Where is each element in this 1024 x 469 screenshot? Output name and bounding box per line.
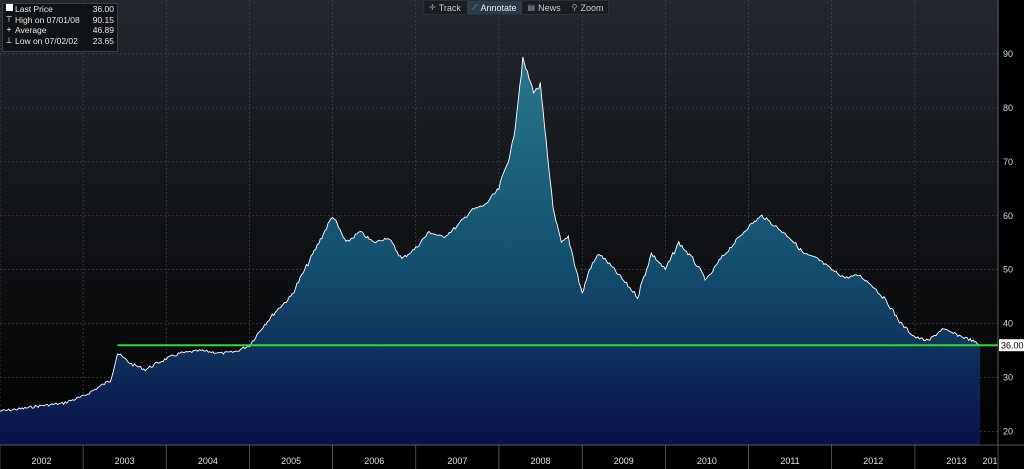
news-button[interactable]: ▤ News [523, 1, 566, 14]
x-tick-label: 2013 [946, 456, 966, 466]
legend-row-high: ⊤ High on 07/01/08 90.15 [3, 15, 117, 26]
legend-label: Average [15, 25, 47, 35]
crosshair-icon: ✛ [429, 3, 436, 12]
y-tick-label: 50 [1003, 265, 1013, 275]
x-tick-label: 2005 [281, 456, 301, 466]
annotate-label: Annotate [480, 2, 517, 13]
y-tick-label: 20 [1003, 427, 1013, 437]
legend-value: 46.89 [92, 25, 114, 35]
x-tick-label: 2006 [364, 456, 384, 466]
price-line [0, 56, 981, 412]
legend-row-low: ⊥ Low on 07/02/02 23.65 [3, 36, 117, 47]
y-tick-label: 60 [1003, 211, 1013, 221]
legend-value: 90.15 [92, 14, 114, 25]
x-tick-label: 201 [982, 456, 997, 466]
y-axis-ticks: 20 30 40 50 60 70 80 90 [997, 0, 1013, 445]
annotate-button[interactable]: ⟋ Annotate [466, 1, 522, 14]
x-tick-label: 2008 [531, 456, 551, 466]
track-button[interactable]: ✛ Track [424, 1, 466, 14]
news-label: News [538, 2, 561, 13]
legend-row-last-price: Last Price 36.00 [3, 4, 117, 15]
x-tick-label: 2002 [32, 456, 52, 466]
last-price-tag-label: 36.00 [1001, 341, 1024, 351]
legend-value: 23.65 [92, 35, 114, 46]
magnifier-icon: ⚲ [571, 3, 578, 12]
legend-label: High on 07/01/08 [15, 14, 80, 25]
chart-toolbar: ✛ Track ⟋ Annotate ▤ News ⚲ Zoom [423, 0, 610, 15]
x-tick-label: 2011 [780, 456, 799, 466]
legend-label: Last Price [15, 4, 53, 14]
chart-legend[interactable]: Last Price 36.00 ⊤ High on 07/01/08 90.15… [2, 3, 118, 52]
average-marker-icon: + [6, 25, 12, 34]
zoom-label: Zoom [580, 2, 604, 13]
y-tick-label: 30 [1003, 373, 1013, 383]
price-area [0, 56, 981, 446]
last-price-tag: 36.00 [999, 339, 1024, 352]
low-marker-icon: ⊥ [5, 35, 13, 45]
track-label: Track [438, 2, 461, 13]
y-tick-label: 80 [1003, 103, 1013, 113]
legend-row-average: + Average 46.89 [3, 25, 117, 36]
x-tick-label: 2009 [614, 456, 634, 466]
x-tick-label: 2004 [198, 456, 218, 466]
x-tick-label: 2012 [863, 456, 883, 466]
high-marker-icon: ⊤ [5, 14, 13, 24]
y-tick-label: 70 [1003, 157, 1013, 167]
square-marker-icon [5, 4, 13, 15]
x-tick-label: 2007 [447, 456, 467, 466]
news-icon: ▤ [527, 3, 536, 12]
y-tick-label: 40 [1003, 319, 1013, 329]
legend-value: 36.00 [92, 4, 114, 14]
x-tick-label: 2010 [697, 456, 717, 466]
pencil-icon: ⟋ [471, 2, 478, 12]
x-tick-label: 2003 [115, 456, 135, 466]
y-tick-label: 90 [1003, 49, 1013, 59]
x-axis-ticks: 2002 2003 2004 2005 2006 2007 2008 2009 2010 2011… [0, 444, 1024, 469]
zoom-button[interactable]: ⚲ Zoom [567, 1, 609, 14]
last-price-tag-bg [999, 339, 1024, 352]
legend-label: Low on 07/02/02 [15, 35, 78, 46]
